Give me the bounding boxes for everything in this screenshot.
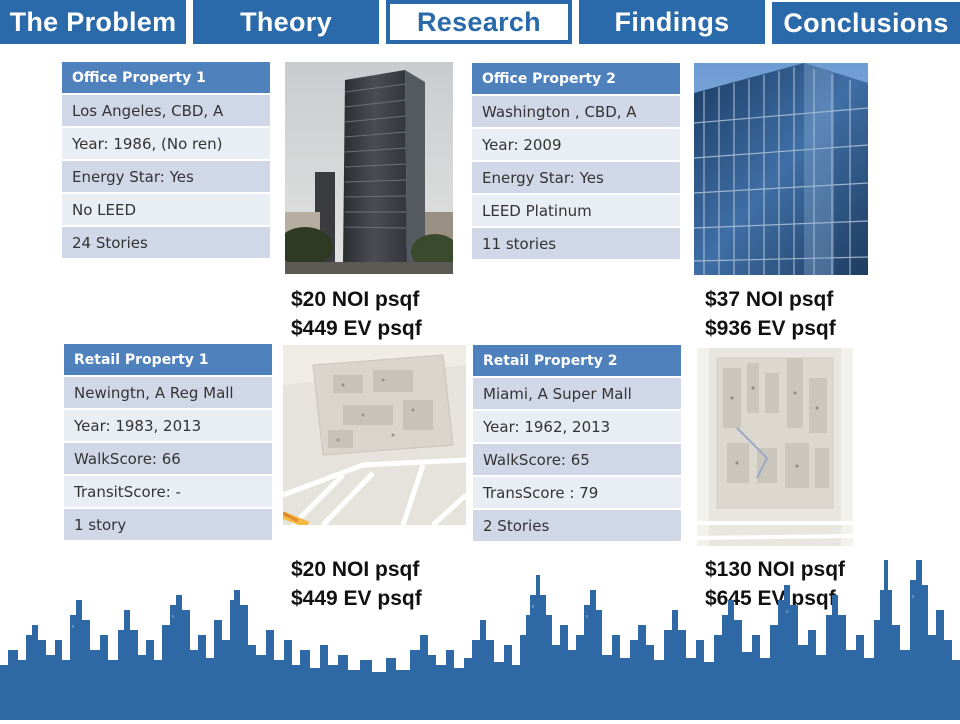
noi-value: $37 NOI psqf — [705, 288, 834, 311]
table-row: Year: 1962, 2013 — [473, 411, 681, 444]
table-row: TransitScore: - — [64, 476, 272, 509]
table-row: Year: 1983, 2013 — [64, 410, 272, 443]
tab-conclusions[interactable]: Conclusions — [772, 2, 960, 44]
table-row: WalkScore: 65 — [473, 444, 681, 477]
city-skyline-graphic — [0, 540, 960, 720]
table-row: Los Angeles, CBD, A — [62, 95, 270, 128]
office-property-1-table: Office Property 1 Los Angeles, CBD, A Ye… — [62, 62, 270, 260]
table-row: LEED Platinum — [472, 195, 680, 228]
retail-property-2-metrics: $130 NOI psqf $645 EV psqf — [705, 555, 845, 613]
table-row: TransScore : 79 — [473, 477, 681, 510]
table-row: Newingtn, A Reg Mall — [64, 377, 272, 410]
retail-property-1-table: Retail Property 1 Newingtn, A Reg Mall Y… — [64, 344, 272, 542]
table-row: Energy Star: Yes — [62, 161, 270, 194]
noi-value: $20 NOI psqf — [291, 558, 420, 581]
retail-property-2-table: Retail Property 2 Miami, A Super Mall Ye… — [473, 345, 681, 543]
mall-map-1 — [283, 345, 466, 525]
table-header: Retail Property 1 — [64, 344, 272, 377]
table-row: 1 story — [64, 509, 272, 542]
table-row: Washington , CBD, A — [472, 96, 680, 129]
office-property-2-metrics: $37 NOI psqf $936 EV psqf — [705, 285, 836, 343]
tab-the-problem[interactable]: The Problem — [0, 0, 186, 44]
tab-research[interactable]: Research — [386, 0, 572, 44]
tab-theory[interactable]: Theory — [193, 0, 379, 44]
office-tower-photo-1 — [285, 62, 453, 274]
table-row: WalkScore: 66 — [64, 443, 272, 476]
office-glass-building-photo-2 — [694, 63, 868, 275]
table-row: Year: 1986, (No ren) — [62, 128, 270, 161]
table-row: No LEED — [62, 194, 270, 227]
table-header: Retail Property 2 — [473, 345, 681, 378]
retail-property-1-metrics: $20 NOI psqf $449 EV psqf — [291, 555, 422, 613]
ev-value: $449 EV psqf — [291, 587, 422, 610]
table-row: Miami, A Super Mall — [473, 378, 681, 411]
ev-value: $645 EV psqf — [705, 587, 836, 610]
tab-findings[interactable]: Findings — [579, 0, 765, 44]
ev-value: $449 EV psqf — [291, 317, 422, 340]
table-header: Office Property 2 — [472, 63, 680, 96]
table-row: Energy Star: Yes — [472, 162, 680, 195]
noi-value: $20 NOI psqf — [291, 288, 420, 311]
table-row: 2 Stories — [473, 510, 681, 543]
table-header: Office Property 1 — [62, 62, 270, 95]
table-row: 11 stories — [472, 228, 680, 261]
office-property-2-table: Office Property 2 Washington , CBD, A Ye… — [472, 63, 680, 261]
mall-map-2 — [697, 348, 853, 546]
ev-value: $936 EV psqf — [705, 317, 836, 340]
table-row: 24 Stories — [62, 227, 270, 260]
table-row: Year: 2009 — [472, 129, 680, 162]
office-property-1-metrics: $20 NOI psqf $449 EV psqf — [291, 285, 422, 343]
noi-value: $130 NOI psqf — [705, 558, 846, 581]
